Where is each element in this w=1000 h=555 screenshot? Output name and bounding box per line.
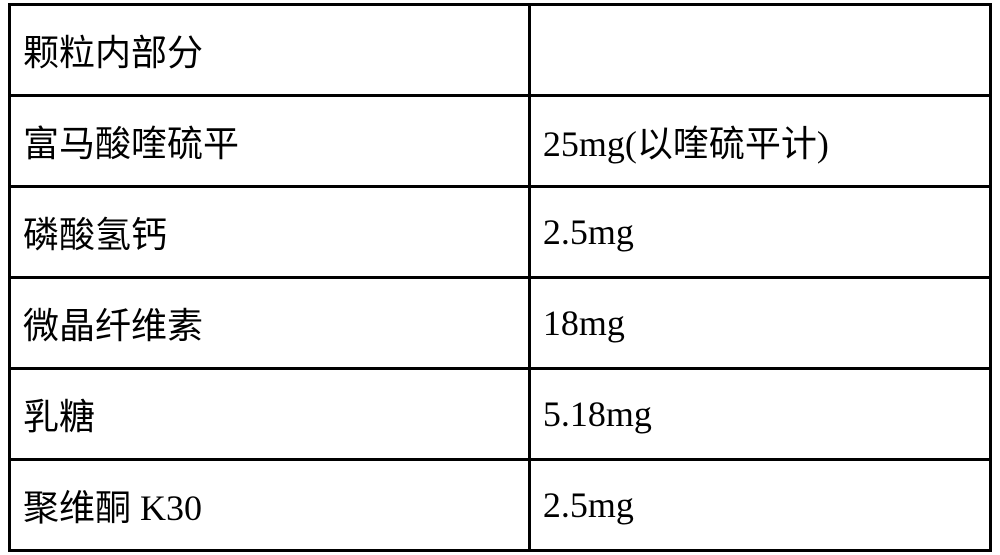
table-body: 颗粒内部分 富马酸喹硫平 25mg(以喹硫平计) 磷酸氢钙 2.5mg 微晶纤维… — [10, 5, 991, 551]
component-cell: 聚维酮 K30 — [10, 460, 530, 551]
component-cell: 乳糖 — [10, 369, 530, 460]
component-cell: 磷酸氢钙 — [10, 187, 530, 278]
component-cell: 微晶纤维素 — [10, 278, 530, 369]
table-row: 微晶纤维素 18mg — [10, 278, 991, 369]
formulation-table: 颗粒内部分 富马酸喹硫平 25mg(以喹硫平计) 磷酸氢钙 2.5mg 微晶纤维… — [8, 3, 992, 552]
amount-cell — [529, 5, 990, 96]
amount-cell: 2.5mg — [529, 460, 990, 551]
amount-cell: 25mg(以喹硫平计) — [529, 96, 990, 187]
table-row: 聚维酮 K30 2.5mg — [10, 460, 991, 551]
table-row: 颗粒内部分 — [10, 5, 991, 96]
table-row: 磷酸氢钙 2.5mg — [10, 187, 991, 278]
component-cell: 颗粒内部分 — [10, 5, 530, 96]
amount-cell: 5.18mg — [529, 369, 990, 460]
amount-cell: 2.5mg — [529, 187, 990, 278]
table-row: 富马酸喹硫平 25mg(以喹硫平计) — [10, 96, 991, 187]
table-row: 乳糖 5.18mg — [10, 369, 991, 460]
amount-cell: 18mg — [529, 278, 990, 369]
component-cell: 富马酸喹硫平 — [10, 96, 530, 187]
formulation-table-container: 颗粒内部分 富马酸喹硫平 25mg(以喹硫平计) 磷酸氢钙 2.5mg 微晶纤维… — [8, 3, 992, 552]
